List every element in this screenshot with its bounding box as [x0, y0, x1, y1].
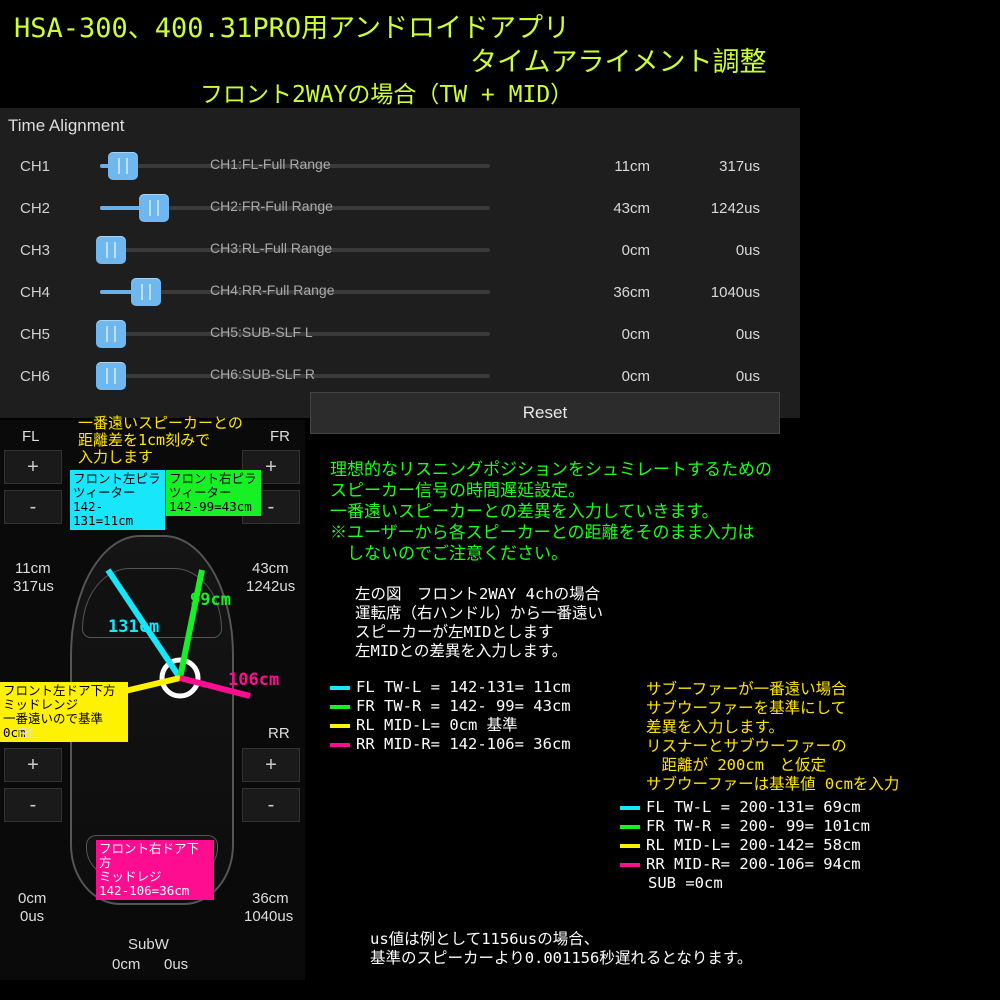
slider-thumb[interactable]	[139, 194, 169, 222]
value-us: 317us	[690, 158, 760, 175]
fl-minus-button[interactable]: -	[4, 490, 62, 524]
rr-plus-button[interactable]: +	[242, 748, 300, 782]
slider-mid-label: CH6:SUB-SLF R	[210, 366, 315, 382]
slider-row-ch3: CH3 CH3:RL-Full Range 0cm 0us	[0, 230, 800, 274]
subw-label: SubW	[128, 936, 169, 953]
rl-label: RL	[18, 725, 37, 742]
slider-mid-label: CH5:SUB-SLF L	[210, 324, 313, 340]
bullet-magenta-icon-2	[620, 863, 640, 867]
bullet-cyan-icon-2	[620, 806, 640, 810]
ch-label: CH3	[20, 242, 50, 259]
rr-cm-value: 36cm	[252, 890, 289, 907]
dist-106: 106cm	[228, 670, 279, 690]
rl-us-value: 0us	[20, 908, 44, 925]
rl-cm-value: 0cm	[18, 890, 46, 907]
value-us: 0us	[690, 368, 760, 385]
slider-row-ch2: CH2 CH2:FR-Full Range 43cm 1242us	[0, 188, 800, 232]
desc-green-main: 理想的なリスニングポジションをシュミレートするための スピーカー信号の時間遅延設…	[330, 460, 772, 565]
slider-mid-label: CH2:FR-Full Range	[210, 198, 333, 214]
slider-thumb[interactable]	[108, 152, 138, 180]
value-cm: 43cm	[580, 200, 650, 217]
value-cm: 0cm	[580, 368, 650, 385]
car-diagram-panel: 一番遠いスピーカーとの距離差を1cm刻みで入力します FL FR + - + -…	[0, 420, 305, 980]
slider-thumb[interactable]	[96, 362, 126, 390]
rr-us-value: 1040us	[244, 908, 293, 925]
calc2-fr: FR TW-R = 200- 99= 101cm	[620, 817, 870, 836]
dist-99: 99cm	[190, 590, 231, 610]
slider-mid-label: CH4:RR-Full Range	[210, 282, 334, 298]
fl-us-value: 317us	[13, 578, 54, 595]
ch-label: CH4	[20, 284, 50, 301]
ch-label: CH1	[20, 158, 50, 175]
fl-plus-button[interactable]: +	[4, 450, 62, 484]
ch-label: CH2	[20, 200, 50, 217]
calc1-rr: RR MID-R= 142-106= 36cm	[330, 735, 571, 754]
value-us: 0us	[690, 326, 760, 343]
calc2-rr: RR MID-R= 200-106= 94cm	[620, 855, 861, 874]
calc1-fl: FL TW-L = 142-131= 11cm	[330, 678, 571, 697]
ch-label: CH6	[20, 368, 50, 385]
value-cm: 0cm	[580, 242, 650, 259]
slider-thumb[interactable]	[96, 236, 126, 264]
value-us: 0us	[690, 242, 760, 259]
rl-minus-button[interactable]: -	[4, 788, 62, 822]
slider-thumb[interactable]	[131, 278, 161, 306]
slider-row-ch5: CH5 CH5:SUB-SLF L 0cm 0us	[0, 314, 800, 358]
dist-131: 131cm	[108, 617, 159, 637]
value-cm: 0cm	[580, 326, 650, 343]
value-cm: 36cm	[580, 284, 650, 301]
bullet-green-icon-2	[620, 825, 640, 829]
desc-us-note: us値は例として1156usの場合、 基準のスピーカーより0.001156秒遅れ…	[370, 930, 752, 968]
page-subtitle: フロント2WAYの場合（TW + MID）	[200, 75, 573, 109]
fr-mid-tag: フロント右ドア下方ミッドレジ142-106=36cm	[96, 840, 214, 900]
fr-label: FR	[270, 428, 290, 445]
value-us: 1242us	[690, 200, 760, 217]
value-cm: 11cm	[580, 158, 650, 175]
page-title-2: タイムアライメント調整	[470, 40, 766, 79]
desc-yellow-sub: サブーファーが一番遠い場合 サブウーファーを基準にして 差異を入力します。 リス…	[646, 680, 899, 794]
time-alignment-panel: Time Alignment CH1 CH1:FL-Full Range 11cm 3…	[0, 108, 800, 418]
calc2-rl: RL MID-L= 200-142= 58cm	[620, 836, 861, 855]
fr-us-value: 1242us	[246, 578, 295, 595]
desc-white-1: 左の図 フロント2WAY 4chの場合 運転席（右ハンドル）から一番遠い スピー…	[355, 585, 603, 661]
rr-minus-button[interactable]: -	[242, 788, 300, 822]
rr-label: RR	[268, 725, 290, 742]
sub-us-value: 0us	[164, 956, 188, 973]
slider-thumb[interactable]	[96, 320, 126, 348]
calc2-sub: SUB =0cm	[648, 874, 723, 893]
fl-tweeter-tag: フロント左ピラツィーター142-131=11cm	[70, 470, 165, 530]
bullet-cyan-icon	[330, 686, 350, 690]
sub-cm-value: 0cm	[112, 956, 140, 973]
calc1-fr: FR TW-R = 142- 99= 43cm	[330, 697, 571, 716]
slider-mid-label: CH3:RL-Full Range	[210, 240, 332, 256]
fr-tweeter-tag: フロント右ピラツィーター142-99=43cm	[166, 470, 261, 516]
calc1-rl: RL MID-L= 0cm 基準	[330, 716, 518, 735]
rl-plus-button[interactable]: +	[4, 748, 62, 782]
value-us: 1040us	[690, 284, 760, 301]
input-instruction-note: 一番遠いスピーカーとの距離差を1cm刻みで入力します	[78, 415, 243, 466]
bullet-yellow-icon	[330, 724, 350, 728]
fl-cm-value: 11cm	[15, 560, 51, 577]
slider-row-ch1: CH1 CH1:FL-Full Range 11cm 317us	[0, 146, 800, 190]
fr-cm-value: 43cm	[252, 560, 289, 577]
panel-title: Time Alignment	[8, 116, 125, 136]
calc2-fl: FL TW-L = 200-131= 69cm	[620, 798, 861, 817]
fl-label: FL	[22, 428, 40, 445]
slider-mid-label: CH1:FL-Full Range	[210, 156, 331, 172]
bullet-magenta-icon	[330, 743, 350, 747]
bullet-yellow-icon-2	[620, 844, 640, 848]
reset-button[interactable]: Reset	[310, 392, 780, 434]
bullet-green-icon	[330, 705, 350, 709]
slider-row-ch4: CH4 CH4:RR-Full Range 36cm 1040us	[0, 272, 800, 316]
ch-label: CH5	[20, 326, 50, 343]
